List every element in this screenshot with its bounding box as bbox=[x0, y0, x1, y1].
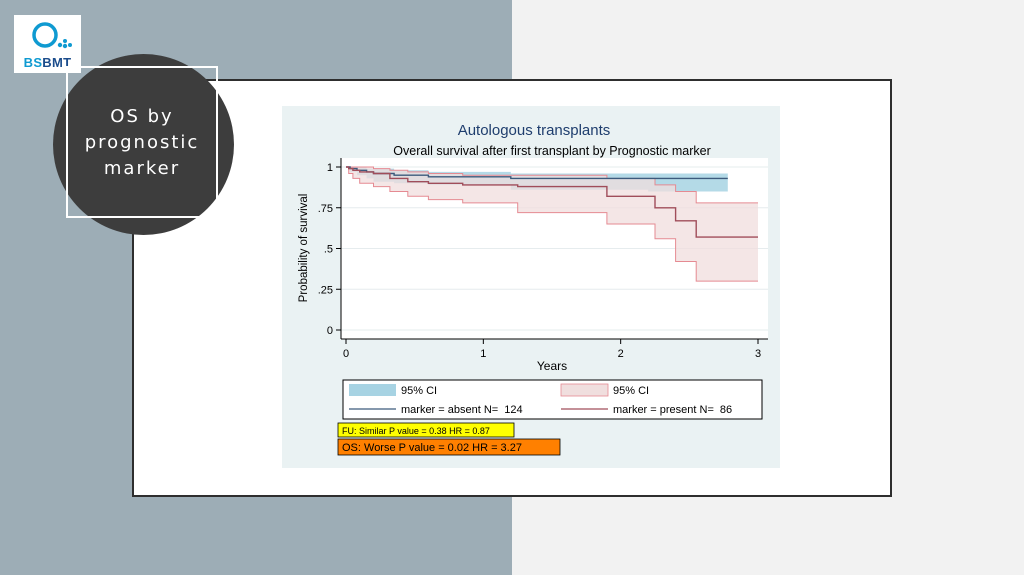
bsbmt-logo: BSBMT bbox=[14, 15, 81, 73]
legend-label-ci-absent: 95% CI bbox=[401, 385, 437, 397]
chart-title: Autologous transplants bbox=[458, 122, 611, 139]
os-annotation-box bbox=[337, 438, 561, 456]
chart-subtitle: Overall survival after first transplant … bbox=[393, 144, 710, 158]
fu-annotation-text: FU: Similar P value = 0.38 HR = 0.87 bbox=[342, 426, 490, 436]
x-tick-label-1: 1 bbox=[480, 348, 486, 360]
x-tick-label-0: 0 bbox=[343, 348, 349, 360]
y-tick-label-2: .5 bbox=[324, 244, 333, 256]
ci-lower-line-present bbox=[346, 166, 758, 282]
logo-text-bs: BS bbox=[23, 55, 43, 70]
os-annotation-text: OS: Worse P value = 0.02 HR = 3.27 bbox=[342, 442, 522, 454]
y-tick-label-1: .25 bbox=[318, 284, 333, 296]
survival-chart: Autologous transplants Overall survival … bbox=[282, 106, 780, 468]
logo-text-bmt: BMT bbox=[42, 55, 72, 70]
survival-line-present bbox=[346, 166, 758, 238]
legend-label-ci-present: 95% CI bbox=[613, 385, 649, 397]
legend-absent-text: marker = absent N= bbox=[401, 404, 498, 416]
y-tick-label-3: .75 bbox=[318, 203, 333, 215]
survival-chart-svg: Autologous transplants Overall survival … bbox=[298, 122, 768, 456]
x-axis-label: Years bbox=[537, 359, 567, 373]
y-axis-label: Probability of survival bbox=[298, 194, 310, 303]
slide-title: OS by prognostic marker bbox=[84, 106, 200, 179]
logo-text: BSBMT bbox=[14, 55, 81, 70]
title-square-outline bbox=[66, 66, 218, 218]
legend-present-n: 86 bbox=[720, 404, 732, 416]
logo-mark-icon bbox=[32, 22, 72, 49]
ci-band-present bbox=[346, 167, 758, 282]
title-circle bbox=[53, 54, 234, 235]
ci-upper-line-present bbox=[346, 166, 758, 204]
legend-box bbox=[342, 379, 763, 420]
legend-present-text: marker = present N= bbox=[613, 404, 714, 416]
legend-swatch-ci-absent bbox=[349, 384, 396, 396]
legend-label-absent: marker = absent N= 124 bbox=[401, 404, 523, 416]
x-tick-label-3: 3 bbox=[755, 348, 761, 360]
x-tick-label-2: 2 bbox=[618, 348, 624, 360]
legend-swatch-ci-present bbox=[560, 383, 609, 397]
y-tick-label-0: 0 bbox=[327, 325, 333, 337]
legend-absent-n: 124 bbox=[504, 404, 522, 416]
y-tick-label-4: 1 bbox=[327, 162, 333, 174]
legend-label-present: marker = present N= 86 bbox=[613, 404, 732, 416]
fu-annotation-box bbox=[337, 422, 515, 438]
legend: 95% CI 95% CI marker = absent N= 124 mark… bbox=[342, 379, 763, 420]
